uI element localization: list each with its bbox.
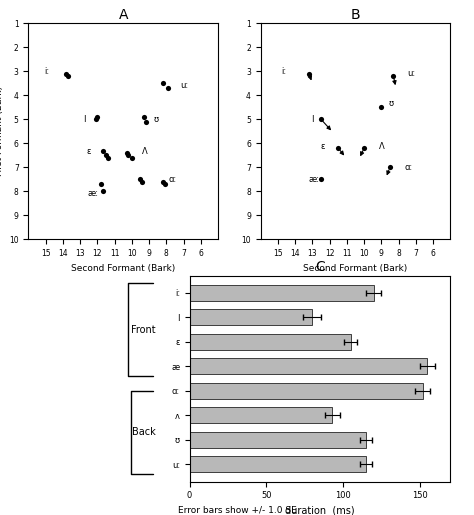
Point xyxy=(164,84,172,92)
Point xyxy=(64,72,72,80)
Title: B: B xyxy=(351,8,360,22)
X-axis label: duration  (ms): duration (ms) xyxy=(285,506,355,515)
Bar xyxy=(190,310,312,325)
Point xyxy=(140,113,148,121)
Point xyxy=(97,180,105,188)
Point xyxy=(390,72,397,80)
Point xyxy=(93,113,101,121)
Point xyxy=(159,79,167,88)
Text: ʊ: ʊ xyxy=(154,115,158,124)
Text: ɑ:: ɑ: xyxy=(169,175,177,184)
Point xyxy=(123,149,130,157)
Text: Back: Back xyxy=(132,427,155,437)
Point xyxy=(102,151,110,160)
Bar xyxy=(190,358,427,374)
X-axis label: Second Formant (Bark): Second Formant (Bark) xyxy=(71,264,175,273)
Text: æ:: æ: xyxy=(88,190,99,198)
Point xyxy=(137,175,144,183)
Point xyxy=(386,163,394,171)
Text: æ:: æ: xyxy=(309,175,320,184)
Bar xyxy=(190,407,332,423)
Text: ɑ:: ɑ: xyxy=(405,163,413,172)
Point xyxy=(128,153,136,162)
Title: A: A xyxy=(118,8,128,22)
Text: ε: ε xyxy=(86,147,91,156)
Text: ε: ε xyxy=(320,143,325,151)
Point xyxy=(305,70,313,78)
Bar xyxy=(190,432,366,448)
Text: Λ: Λ xyxy=(379,143,384,151)
Text: i:: i: xyxy=(282,67,286,76)
Y-axis label: First Formant (Bark): First Formant (Bark) xyxy=(0,87,3,176)
X-axis label: Second Formant (Bark): Second Formant (Bark) xyxy=(303,264,408,273)
Point xyxy=(63,70,70,78)
Text: Front: Front xyxy=(131,324,156,335)
Point xyxy=(92,115,100,124)
Point xyxy=(125,151,132,160)
Text: u:: u: xyxy=(180,81,188,90)
Bar xyxy=(190,334,351,350)
Text: u:: u: xyxy=(407,69,415,78)
Point xyxy=(138,178,146,186)
Point xyxy=(317,175,325,183)
Bar xyxy=(190,383,423,399)
Point xyxy=(360,144,368,152)
Point xyxy=(99,146,106,154)
Point xyxy=(378,103,385,111)
Text: I: I xyxy=(83,115,85,124)
Text: i:: i: xyxy=(44,67,49,76)
Point xyxy=(104,153,111,162)
Point xyxy=(142,117,149,126)
Point xyxy=(161,180,168,188)
Point xyxy=(159,178,167,186)
Bar xyxy=(190,285,374,301)
Text: I: I xyxy=(310,115,313,124)
Bar xyxy=(190,456,366,472)
Text: Error bars show +/- 1.0 SE: Error bars show +/- 1.0 SE xyxy=(178,505,296,514)
Point xyxy=(317,115,325,124)
Text: Λ: Λ xyxy=(142,147,148,156)
Point xyxy=(99,187,106,196)
Point xyxy=(335,144,342,152)
Title: C: C xyxy=(315,261,325,274)
Text: ʊ: ʊ xyxy=(388,99,393,108)
